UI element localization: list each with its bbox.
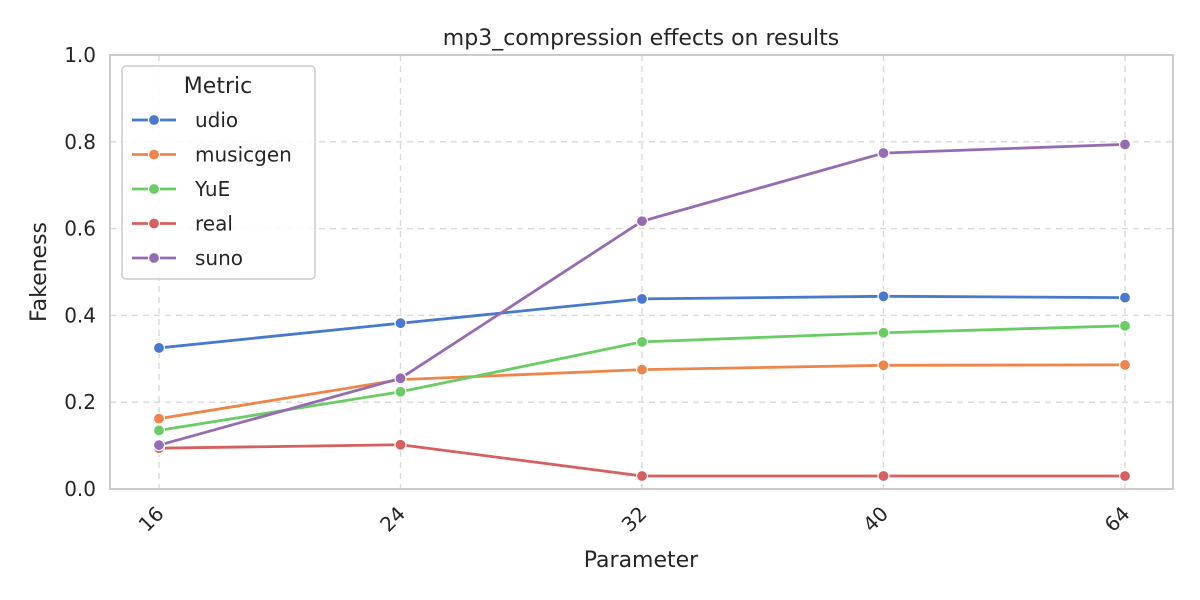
legend-item: musicgen xyxy=(132,143,292,167)
x-axis-title: Parameter xyxy=(584,548,699,573)
data-point xyxy=(877,146,890,160)
data-point xyxy=(635,363,649,376)
legend-items: udio musicgen YuE real suno xyxy=(132,108,292,270)
x-tick-label: 32 xyxy=(617,502,652,537)
data-point xyxy=(877,290,890,303)
data-point xyxy=(394,438,407,451)
data-point xyxy=(1118,358,1132,371)
legend-label: udio xyxy=(195,108,238,132)
legend-label: musicgen xyxy=(195,143,292,167)
data-point xyxy=(394,385,407,398)
x-tick-label: 64 xyxy=(1100,502,1135,537)
series-real xyxy=(152,438,1132,483)
y-tick-label: 1.0 xyxy=(64,43,96,67)
data-point xyxy=(1118,469,1132,483)
series-musicgen xyxy=(152,358,1132,425)
legend-item: suno xyxy=(132,246,243,270)
y-tick-labels: 0.0 0.2 0.4 0.6 0.8 1.0 xyxy=(64,43,96,501)
legend-item: YuE xyxy=(132,177,230,201)
data-point xyxy=(635,292,649,306)
y-tick-label: 0.0 xyxy=(64,477,96,501)
x-tick-label: 16 xyxy=(134,502,169,537)
legend-label: suno xyxy=(195,246,243,270)
y-tick-label: 0.6 xyxy=(64,217,96,241)
data-point xyxy=(152,412,166,425)
data-point xyxy=(152,424,166,437)
plot-frame xyxy=(109,54,1174,490)
series-group xyxy=(152,138,1132,483)
data-point xyxy=(635,469,649,483)
data-point xyxy=(394,317,407,330)
data-point xyxy=(1118,319,1132,332)
legend-title: Metric xyxy=(184,74,252,99)
data-point xyxy=(635,335,649,348)
legend-marker xyxy=(147,113,161,127)
y-tick-label: 0.4 xyxy=(64,303,96,327)
x-tick-label: 24 xyxy=(375,502,410,537)
chart-title: mp3_compression effects on results xyxy=(443,26,839,51)
x-tick-label: 40 xyxy=(858,502,893,537)
data-point xyxy=(152,341,166,355)
data-point xyxy=(877,469,890,483)
data-point xyxy=(877,326,890,339)
data-point xyxy=(394,372,407,385)
data-point xyxy=(1118,291,1132,304)
x-tick-labels: 16 24 32 40 64 xyxy=(134,502,1135,537)
legend-item: udio xyxy=(132,108,238,132)
legend-marker xyxy=(147,251,161,265)
legend-marker xyxy=(147,148,161,161)
legend: Metric udio musicgen YuE real suno xyxy=(121,65,316,280)
series-udio xyxy=(152,290,1132,355)
data-point xyxy=(1118,138,1132,151)
data-point xyxy=(152,439,166,452)
legend-label: YuE xyxy=(194,177,230,201)
legend-item: real xyxy=(132,212,233,236)
data-point xyxy=(635,215,649,228)
series-yue xyxy=(152,319,1132,437)
data-point xyxy=(877,359,890,372)
legend-marker xyxy=(147,182,161,196)
legend-label: real xyxy=(195,212,233,236)
series-suno xyxy=(152,138,1132,452)
legend-marker xyxy=(147,217,161,230)
y-tick-label: 0.8 xyxy=(64,130,96,154)
y-axis-title: Fakeness xyxy=(27,222,52,322)
y-tick-label: 0.2 xyxy=(64,390,96,414)
